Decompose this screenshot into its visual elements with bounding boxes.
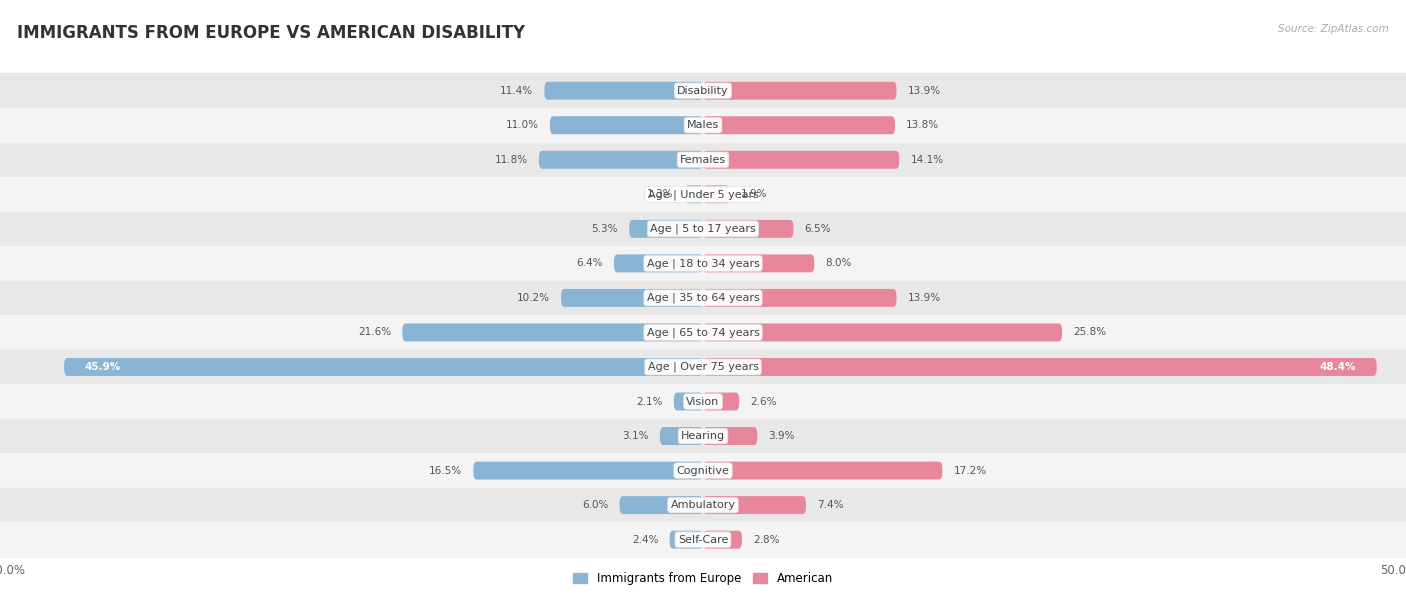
Bar [0, 177, 1406, 212]
Bar [0, 108, 1406, 143]
Text: Vision: Vision [686, 397, 720, 406]
Text: Age | Over 75 years: Age | Over 75 years [648, 362, 758, 372]
Text: 1.3%: 1.3% [647, 189, 673, 200]
Text: 25.8%: 25.8% [1073, 327, 1107, 337]
FancyBboxPatch shape [703, 496, 806, 514]
FancyBboxPatch shape [685, 185, 703, 203]
Text: 5.3%: 5.3% [592, 224, 619, 234]
Bar [0, 212, 1406, 246]
FancyBboxPatch shape [620, 496, 703, 514]
Text: 2.6%: 2.6% [751, 397, 778, 406]
Text: 13.9%: 13.9% [908, 293, 941, 303]
Text: Females: Females [681, 155, 725, 165]
FancyBboxPatch shape [703, 289, 897, 307]
Text: 1.9%: 1.9% [741, 189, 768, 200]
Text: 45.9%: 45.9% [84, 362, 121, 372]
Text: Age | 65 to 74 years: Age | 65 to 74 years [647, 327, 759, 338]
Text: IMMIGRANTS FROM EUROPE VS AMERICAN DISABILITY: IMMIGRANTS FROM EUROPE VS AMERICAN DISAB… [17, 24, 524, 42]
Text: 3.9%: 3.9% [769, 431, 794, 441]
Text: 3.1%: 3.1% [623, 431, 648, 441]
FancyBboxPatch shape [703, 185, 730, 203]
Text: 13.8%: 13.8% [907, 120, 939, 130]
FancyBboxPatch shape [703, 116, 896, 134]
FancyBboxPatch shape [703, 392, 740, 411]
Text: Age | Under 5 years: Age | Under 5 years [648, 189, 758, 200]
FancyBboxPatch shape [669, 531, 703, 548]
Text: 17.2%: 17.2% [953, 466, 987, 476]
Text: 2.8%: 2.8% [754, 535, 779, 545]
Text: Age | 35 to 64 years: Age | 35 to 64 years [647, 293, 759, 303]
FancyBboxPatch shape [659, 427, 703, 445]
Text: Age | 5 to 17 years: Age | 5 to 17 years [650, 223, 756, 234]
Text: 21.6%: 21.6% [359, 327, 391, 337]
Text: 7.4%: 7.4% [817, 500, 844, 510]
Text: 8.0%: 8.0% [825, 258, 852, 269]
Bar [0, 246, 1406, 281]
Text: Cognitive: Cognitive [676, 466, 730, 476]
Bar [0, 419, 1406, 453]
Text: Self-Care: Self-Care [678, 535, 728, 545]
Text: Ambulatory: Ambulatory [671, 500, 735, 510]
FancyBboxPatch shape [474, 461, 703, 480]
Bar [0, 523, 1406, 557]
Bar [0, 349, 1406, 384]
FancyBboxPatch shape [673, 392, 703, 411]
FancyBboxPatch shape [544, 82, 703, 100]
FancyBboxPatch shape [703, 427, 758, 445]
Text: 11.0%: 11.0% [506, 120, 538, 130]
Bar [0, 488, 1406, 523]
Text: 48.4%: 48.4% [1319, 362, 1355, 372]
Text: 2.1%: 2.1% [636, 397, 662, 406]
Text: 16.5%: 16.5% [429, 466, 463, 476]
Bar [0, 143, 1406, 177]
Text: Source: ZipAtlas.com: Source: ZipAtlas.com [1278, 24, 1389, 34]
Text: 6.0%: 6.0% [582, 500, 609, 510]
Legend: Immigrants from Europe, American: Immigrants from Europe, American [568, 567, 838, 590]
FancyBboxPatch shape [630, 220, 703, 238]
Text: 14.1%: 14.1% [911, 155, 943, 165]
Text: 11.8%: 11.8% [495, 155, 527, 165]
Text: Disability: Disability [678, 86, 728, 95]
Bar [0, 315, 1406, 349]
Text: 11.4%: 11.4% [501, 86, 533, 95]
Text: 13.9%: 13.9% [908, 86, 941, 95]
FancyBboxPatch shape [614, 255, 703, 272]
Text: 10.2%: 10.2% [517, 293, 550, 303]
Text: Age | 18 to 34 years: Age | 18 to 34 years [647, 258, 759, 269]
Text: 2.4%: 2.4% [631, 535, 658, 545]
Bar [0, 453, 1406, 488]
Text: Hearing: Hearing [681, 431, 725, 441]
FancyBboxPatch shape [703, 151, 900, 169]
FancyBboxPatch shape [550, 116, 703, 134]
FancyBboxPatch shape [703, 461, 942, 480]
Text: 6.5%: 6.5% [804, 224, 831, 234]
FancyBboxPatch shape [703, 324, 1062, 341]
Bar [0, 73, 1406, 108]
FancyBboxPatch shape [561, 289, 703, 307]
FancyBboxPatch shape [703, 358, 1376, 376]
Text: Males: Males [688, 120, 718, 130]
Bar [0, 384, 1406, 419]
FancyBboxPatch shape [703, 220, 793, 238]
FancyBboxPatch shape [538, 151, 703, 169]
FancyBboxPatch shape [65, 358, 703, 376]
FancyBboxPatch shape [703, 82, 897, 100]
FancyBboxPatch shape [703, 255, 814, 272]
FancyBboxPatch shape [703, 531, 742, 548]
Bar [0, 281, 1406, 315]
FancyBboxPatch shape [402, 324, 703, 341]
Text: 6.4%: 6.4% [576, 258, 603, 269]
